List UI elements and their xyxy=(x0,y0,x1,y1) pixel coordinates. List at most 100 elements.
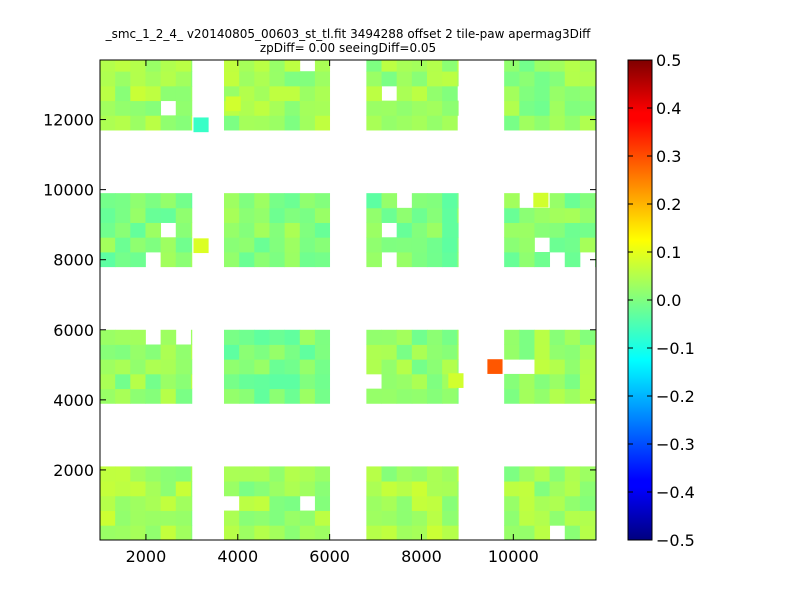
heatmap-cell xyxy=(411,60,428,72)
colorbar-tick-label: 0.5 xyxy=(656,51,681,70)
heatmap-cell xyxy=(442,60,458,72)
heatmap-cell xyxy=(457,495,459,511)
heatmap-cell xyxy=(519,222,535,238)
heatmap-cell xyxy=(115,359,131,375)
heatmap-cell xyxy=(457,60,459,72)
heatmap-cell xyxy=(160,207,177,223)
heatmap-cell xyxy=(175,60,192,72)
colorbar-tick-label: 0.2 xyxy=(656,195,681,214)
heatmap-cell xyxy=(549,466,566,482)
heatmap-cell xyxy=(534,373,551,390)
heatmap-cell xyxy=(175,237,192,253)
heatmap-cell xyxy=(549,481,566,497)
heatmap-cell xyxy=(579,100,596,116)
heatmap-cell xyxy=(314,193,331,209)
heatmap-cell xyxy=(579,481,596,497)
heatmap-cell xyxy=(254,207,270,223)
heatmap-cell xyxy=(130,193,146,209)
heatmap-cell xyxy=(145,495,162,511)
heatmap-cell xyxy=(145,359,162,375)
heatmap-cell xyxy=(426,481,443,497)
heatmap-cell xyxy=(100,373,116,390)
heatmap-cell xyxy=(396,481,413,497)
x-tick-label: 4000 xyxy=(217,547,258,566)
heatmap-cell xyxy=(175,71,192,87)
heatmap-cell xyxy=(239,344,255,360)
heatmap-cell xyxy=(100,359,116,375)
heatmap-cell xyxy=(396,510,413,526)
heatmap-cell xyxy=(145,388,162,404)
heatmap-cell xyxy=(115,222,131,238)
heatmap-cell xyxy=(269,71,286,87)
plot-frame xyxy=(99,59,597,541)
heatmap-cell xyxy=(130,495,146,511)
heatmap-cell xyxy=(411,100,428,116)
heatmap-cell xyxy=(411,193,428,209)
heatmap-cell xyxy=(145,373,162,390)
heatmap-cell xyxy=(175,481,192,497)
heatmap-cell xyxy=(130,71,146,87)
heatmap-cell xyxy=(239,60,255,72)
heatmap-cell xyxy=(269,510,286,526)
outlier-cell xyxy=(225,96,241,112)
heatmap-cell xyxy=(239,71,255,87)
heatmap-cell xyxy=(299,525,316,541)
heatmap-cell xyxy=(366,344,382,360)
heatmap-cell xyxy=(579,525,596,541)
heatmap-cell xyxy=(366,329,382,345)
heatmap-cell xyxy=(239,329,255,345)
heatmap-cell xyxy=(299,344,316,360)
heatmap-cell xyxy=(504,237,520,253)
heatmap-cell xyxy=(115,237,131,253)
heatmap-cell xyxy=(426,388,443,404)
heatmap-cell xyxy=(314,344,331,360)
heatmap-cell xyxy=(426,373,443,390)
heatmap-cell xyxy=(130,344,146,360)
heatmap-cell xyxy=(381,466,398,482)
heatmap-cell xyxy=(396,329,413,345)
heatmap-cell xyxy=(366,115,382,131)
heatmap-cell xyxy=(284,495,301,511)
heatmap-cell xyxy=(269,115,286,131)
heatmap-cell xyxy=(579,388,596,404)
heatmap-cell xyxy=(579,60,596,72)
heatmap-cell xyxy=(100,100,116,116)
heatmap-cell xyxy=(254,71,270,87)
heatmap-cell xyxy=(549,85,566,102)
heatmap-cell xyxy=(130,510,146,526)
heatmap-cell xyxy=(160,237,177,253)
heatmap-cell xyxy=(284,525,301,541)
heatmap-cell xyxy=(190,252,193,268)
heatmap-cell xyxy=(160,344,177,360)
heatmap-cell xyxy=(442,222,458,238)
heatmap-cell xyxy=(284,115,301,131)
heatmap-cell xyxy=(381,525,398,541)
heatmap-cell xyxy=(564,359,581,375)
heatmap-cell xyxy=(269,495,286,511)
heatmap-cell xyxy=(175,115,192,131)
heatmap-cell xyxy=(269,100,286,116)
heatmap-cell xyxy=(224,466,240,482)
heatmap-cell xyxy=(426,193,443,209)
heatmap-cell xyxy=(519,207,535,223)
heatmap-cell xyxy=(224,481,240,497)
heatmap-cell xyxy=(145,466,162,482)
heatmap-cell xyxy=(504,329,520,345)
heatmap-cell xyxy=(457,344,459,360)
heatmap-cell xyxy=(457,359,459,375)
heatmap-cell xyxy=(314,359,331,375)
heatmap-cell xyxy=(284,510,301,526)
heatmap-cell xyxy=(100,481,116,497)
colorbar-tick-label: 0.1 xyxy=(656,243,681,262)
heatmap-cell xyxy=(254,388,270,404)
heatmap-cell xyxy=(579,193,596,209)
heatmap-cell xyxy=(396,222,413,238)
heatmap-cell xyxy=(130,222,146,238)
heatmap-cell xyxy=(284,100,301,116)
heatmap-cell xyxy=(457,481,459,497)
heatmap-cell xyxy=(504,115,520,131)
heatmap-cell xyxy=(269,60,286,72)
heatmap-cell xyxy=(366,207,382,223)
heatmap-cell xyxy=(284,329,301,345)
heatmap-cell xyxy=(519,510,535,526)
